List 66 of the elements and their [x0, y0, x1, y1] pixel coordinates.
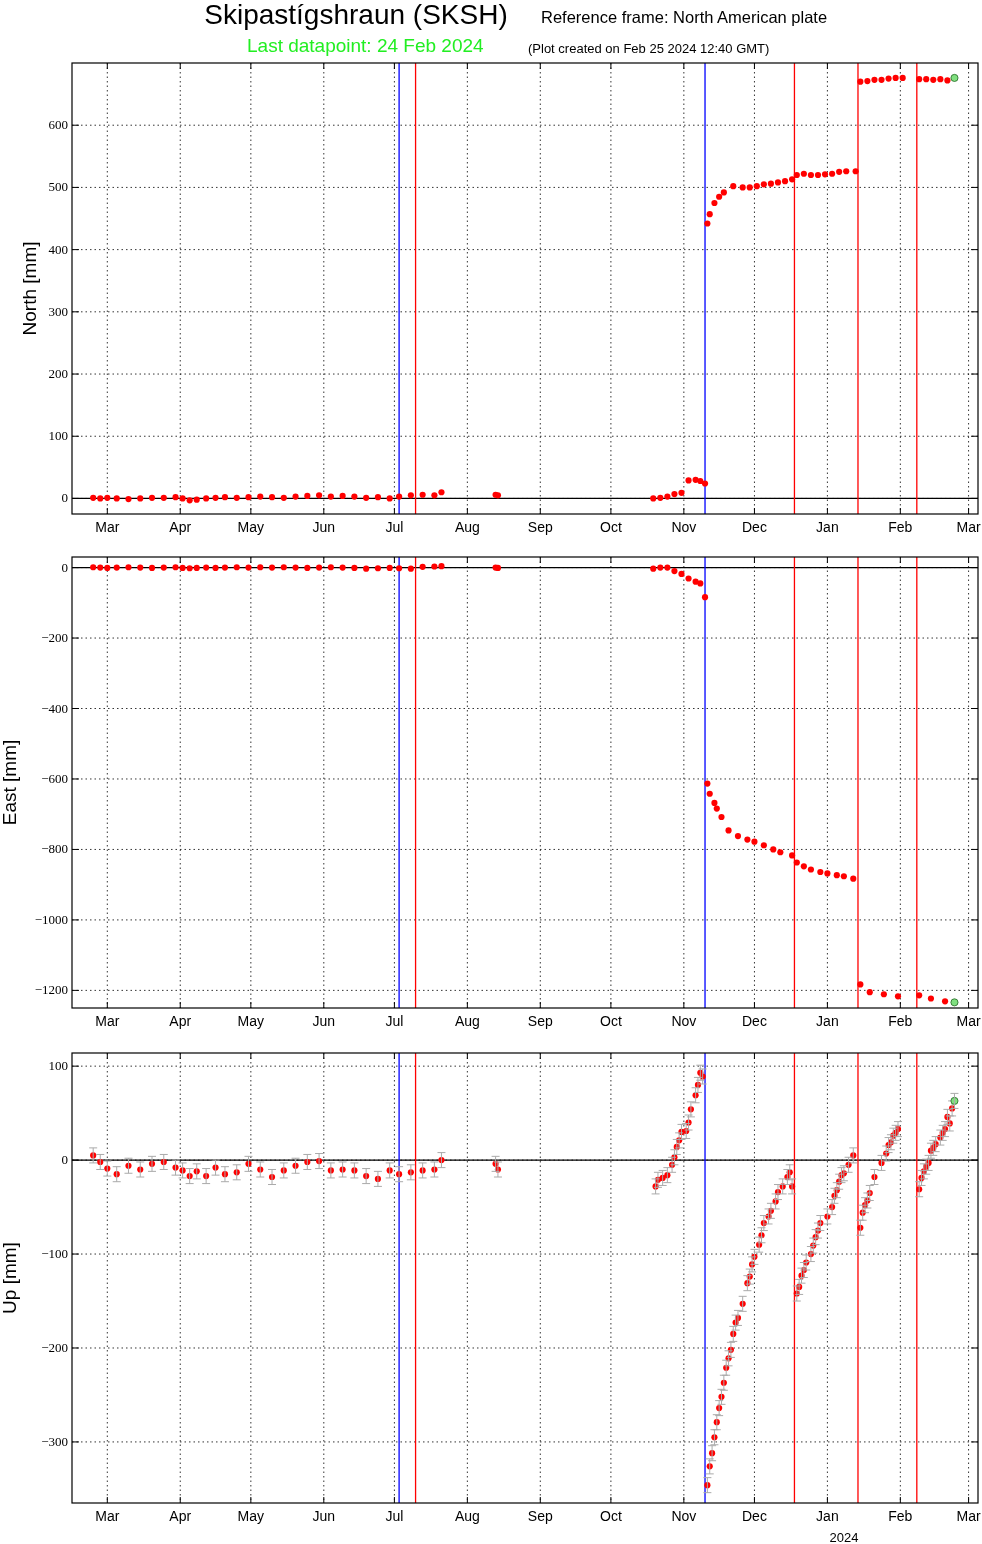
x-tick-label: Aug	[454, 519, 480, 535]
x-tick-label: Aug	[454, 1013, 480, 1029]
x-tick-label: Oct	[600, 1013, 622, 1029]
x-tick-label: Oct	[600, 519, 622, 535]
x-tick-label: Mar	[956, 1013, 981, 1029]
x-tick-label: Jun	[312, 1508, 336, 1524]
x-tick-label: Oct	[600, 1508, 622, 1524]
x-tick-label: Apr	[169, 1508, 192, 1524]
x-tick-label: Feb	[888, 1013, 913, 1029]
x-tick-label: Dec	[741, 1508, 767, 1524]
y-tick-label: 400	[48, 241, 68, 257]
y-tick-label: −600	[41, 770, 68, 786]
x-tick-label: Mar	[95, 1508, 120, 1524]
x-tick-label: Jul	[385, 519, 404, 535]
y-tick-label: −200	[41, 1339, 68, 1355]
y-tick-label: −100	[41, 1246, 68, 1262]
x-tick-label: Jul	[385, 1508, 404, 1524]
text: Last datapoint: 24 Feb 2024	[247, 35, 485, 56]
x-tick-label: Nov	[671, 1013, 697, 1029]
x-tick-label: Nov	[671, 519, 697, 535]
text: 2024	[829, 1530, 859, 1544]
x-tick-label: Feb	[888, 519, 913, 535]
chart-title: Skipastígshraun (SKSH)	[204, 0, 508, 30]
x-tick-label: Apr	[169, 519, 192, 535]
y-axis-title: East [mm]	[0, 739, 20, 826]
y-tick-label: 200	[48, 366, 68, 382]
x-tick-label: Jan	[816, 1013, 839, 1029]
x-tick-label: Apr	[169, 1013, 192, 1029]
x-tick-label: Mar	[956, 1508, 981, 1524]
x-tick-label: Sep	[527, 1508, 553, 1524]
x-tick-label: Mar	[95, 519, 120, 535]
x-tick-label: Jul	[385, 1013, 404, 1029]
y-tick-label: 100	[48, 428, 68, 444]
y-tick-label: 500	[48, 179, 68, 195]
y-tick-label: −800	[41, 841, 68, 857]
y-tick-label: −400	[41, 700, 68, 716]
y-tick-label: 100	[48, 1058, 68, 1074]
x-tick-label: Dec	[741, 519, 767, 535]
x-tick-label: May	[237, 519, 265, 535]
x-tick-label: Mar	[956, 519, 981, 535]
y-tick-label: −200	[41, 630, 68, 646]
x-tick-label: Sep	[527, 1013, 553, 1029]
x-tick-label: May	[237, 1508, 265, 1524]
x-tick-label: Jun	[312, 519, 336, 535]
y-tick-label: 0	[61, 490, 68, 506]
x-tick-label: Dec	[741, 1013, 767, 1029]
x-tick-label: Jun	[312, 1013, 336, 1029]
x-tick-label: Jan	[816, 1508, 839, 1524]
x-tick-label: Aug	[454, 1508, 480, 1524]
y-tick-label: −1000	[34, 911, 68, 927]
y-axis-title: North [mm]	[19, 241, 40, 336]
x-tick-label: Feb	[888, 1508, 913, 1524]
x-tick-label: Sep	[527, 519, 553, 535]
y-axis-title: Up [mm]	[0, 1242, 20, 1314]
chart-subtitle: Reference frame: North American plate	[541, 8, 828, 26]
x-tick-label: Jan	[816, 519, 839, 535]
text: (Plot created on Feb 25 2024 12:40 GMT)	[528, 41, 770, 56]
x-tick-label: Nov	[671, 1508, 697, 1524]
y-tick-label: 0	[61, 1152, 68, 1168]
x-tick-label: Mar	[95, 1013, 120, 1029]
y-tick-label: 600	[48, 117, 68, 133]
x-tick-label: May	[237, 1013, 265, 1029]
y-tick-label: 0	[61, 559, 68, 575]
y-tick-label: 300	[48, 303, 68, 319]
y-tick-label: −300	[41, 1433, 68, 1449]
y-tick-label: −1200	[34, 982, 68, 998]
